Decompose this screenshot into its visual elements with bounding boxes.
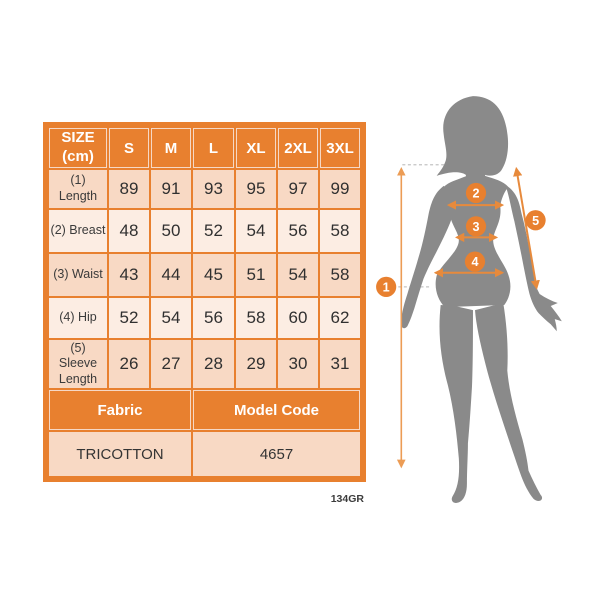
svg-text:4: 4 [471, 255, 478, 269]
measurement-row: (3) Waist 43 44 45 51 54 58 [49, 254, 360, 296]
measurement-row: (4) Hip 52 54 56 58 60 62 [49, 298, 360, 338]
measurement-value-cell: 91 [151, 170, 191, 208]
measurement-row: (2) Breast 48 50 52 54 56 58 [49, 210, 360, 252]
measure-badge-4: 4 [464, 251, 486, 272]
silhouette-right-arm [506, 186, 562, 332]
sleeve-arrow [513, 166, 540, 290]
fabric-value: TRICOTTON [49, 432, 191, 476]
measurement-value-cell: 58 [236, 298, 276, 338]
measurement-label: (1) Length [49, 170, 107, 208]
size-header-row: SIZE (cm) S M L XL 2XL 3XL [49, 128, 360, 168]
measure-badge-3: 3 [465, 216, 487, 237]
measurement-value-cell: 60 [278, 298, 318, 338]
measurement-value-cell: 89 [109, 170, 149, 208]
product-code-label: 134GR [330, 493, 364, 505]
measurement-value-cell: 26 [109, 340, 149, 388]
size-unit-header: SIZE (cm) [49, 128, 107, 168]
measurement-label: (3) Waist [49, 254, 107, 296]
svg-text:1: 1 [383, 280, 390, 294]
measurement-value-cell: 56 [193, 298, 234, 338]
fabric-model-value-row: TRICOTTON 4657 [49, 432, 360, 476]
measure-badges: 1 2 3 4 5 [376, 182, 546, 297]
silhouette-head [436, 96, 509, 188]
measurement-value-cell: 58 [320, 210, 360, 252]
model-code-value: 4657 [193, 432, 360, 476]
measurement-row: (1) Length 89 91 93 95 97 99 [49, 170, 360, 208]
measurement-label: (5) Sleeve Length [49, 340, 107, 388]
measurement-value-cell: 54 [236, 210, 276, 252]
size-column-header-3xl: 3XL [320, 128, 360, 168]
measurement-value-cell: 95 [236, 170, 276, 208]
svg-text:5: 5 [532, 214, 539, 228]
measure-badge-5: 5 [525, 210, 546, 231]
measurement-value-cell: 58 [320, 254, 360, 296]
measurement-value-cell: 29 [236, 340, 276, 388]
measurement-value-cell: 54 [151, 298, 191, 338]
measurement-value-cell: 97 [278, 170, 318, 208]
silhouette-left-arm [400, 185, 454, 329]
measurement-value-cell: 27 [151, 340, 191, 388]
measurement-rows: (1) Length 89 91 93 95 97 99 (2) Breast 48 50 52 54… [49, 170, 360, 388]
silhouette-right-leg [475, 303, 543, 501]
size-column-header-l: L [193, 128, 234, 168]
model-code-header: Model Code [193, 390, 360, 430]
measurement-value-cell: 30 [278, 340, 318, 388]
measurement-value-cell: 54 [278, 254, 318, 296]
measure-badge-1: 1 [376, 276, 397, 297]
measurement-value-cell: 28 [193, 340, 234, 388]
silhouette-left-leg [439, 305, 473, 503]
measurement-row: (5) Sleeve Length 26 27 28 29 30 31 [49, 340, 360, 388]
size-column-header-xl: XL [236, 128, 276, 168]
female-silhouette-diagram: 1 2 3 4 5 [376, 96, 562, 503]
svg-text:2: 2 [473, 187, 480, 201]
measurement-label: (4) Hip [49, 298, 107, 338]
measure-badge-2: 2 [465, 182, 487, 204]
measurement-value-cell: 51 [236, 254, 276, 296]
measurement-value-cell: 52 [193, 210, 234, 252]
measurement-value-cell: 45 [193, 254, 234, 296]
size-column-header-2xl: 2XL [278, 128, 318, 168]
svg-text:3: 3 [473, 220, 480, 234]
measurement-figure: 1 2 3 4 5 [373, 88, 577, 512]
measurement-value-cell: 31 [320, 340, 360, 388]
measurement-value-cell: 62 [320, 298, 360, 338]
fabric-header: Fabric [49, 390, 191, 430]
measurement-value-cell: 50 [151, 210, 191, 252]
measurement-value-cell: 52 [109, 298, 149, 338]
measurement-value-cell: 43 [109, 254, 149, 296]
measurement-value-cell: 44 [151, 254, 191, 296]
fabric-model-header-row: Fabric Model Code [49, 390, 360, 430]
size-chart-table: SIZE (cm) S M L XL 2XL 3XL (1) Length 89 91 93 95 9… [43, 122, 366, 482]
size-column-header-m: M [151, 128, 191, 168]
measurement-value-cell: 99 [320, 170, 360, 208]
measurement-value-cell: 56 [278, 210, 318, 252]
measurement-value-cell: 48 [109, 210, 149, 252]
measurement-value-cell: 93 [193, 170, 234, 208]
female-silhouette [400, 96, 562, 503]
measurement-label: (2) Breast [49, 210, 107, 252]
size-column-header-s: S [109, 128, 149, 168]
